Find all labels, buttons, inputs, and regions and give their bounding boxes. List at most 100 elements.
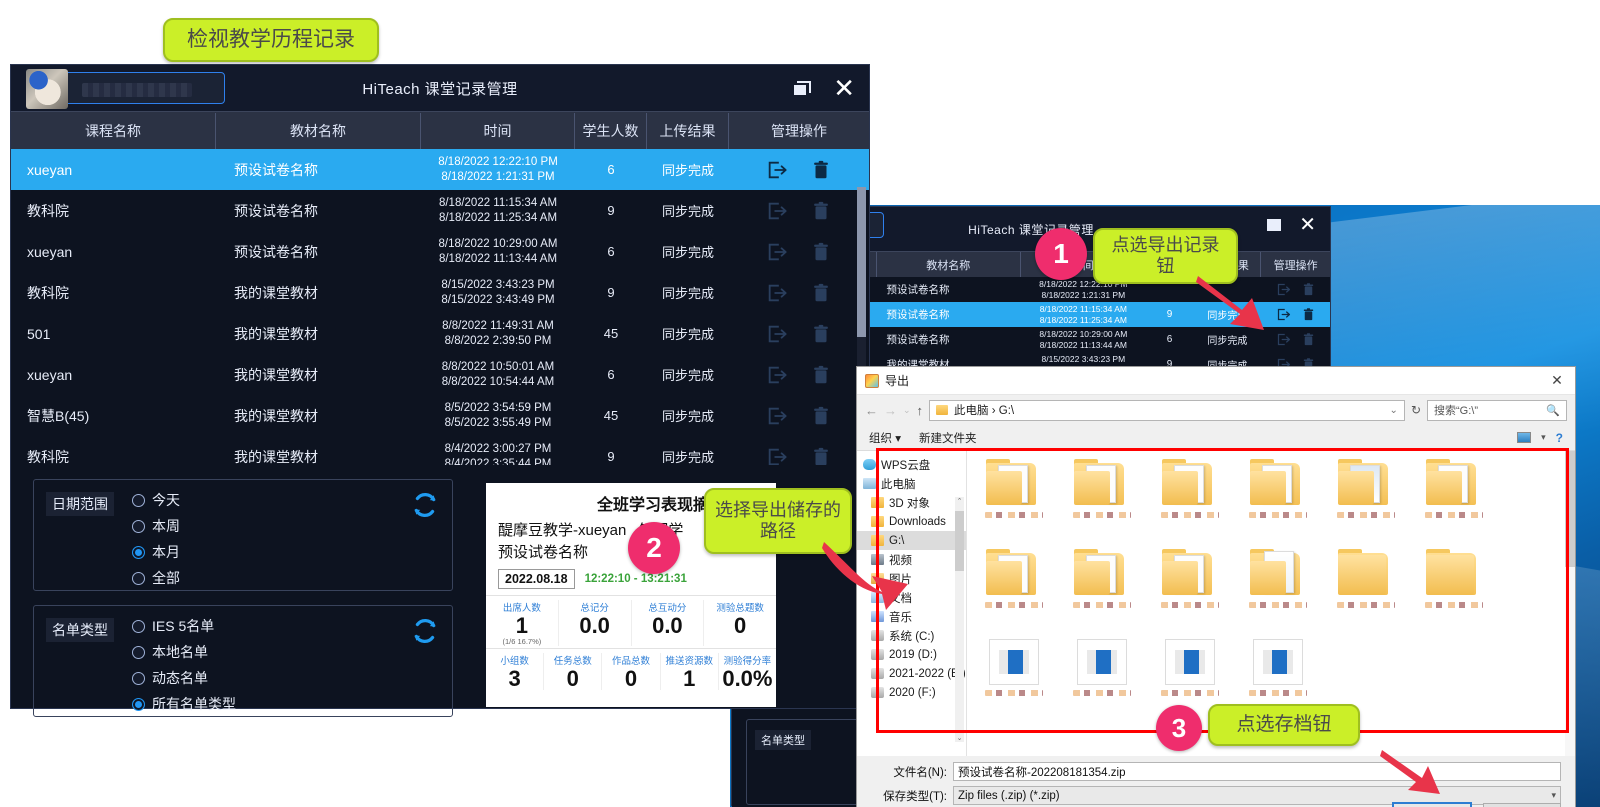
column-header[interactable]: 教材名称: [216, 112, 421, 149]
radio-option[interactable]: 今天: [132, 490, 180, 510]
column-header[interactable]: 时间: [421, 112, 575, 149]
radio-dot[interactable]: [132, 697, 145, 711]
delete-icon[interactable]: [810, 405, 832, 427]
radio-dot[interactable]: [132, 545, 145, 559]
export-icon[interactable]: [766, 446, 788, 468]
delete-icon[interactable]: [810, 323, 832, 345]
sidebar-item[interactable]: 2020 (F:): [857, 683, 966, 702]
sidebar-item[interactable]: 2021-2022 (E:): [857, 664, 966, 683]
radio-option[interactable]: IES 5名单: [132, 616, 236, 636]
table-scrollbar[interactable]: [857, 187, 866, 507]
radio-option[interactable]: 本周: [132, 516, 180, 536]
delete-icon[interactable]: [1301, 332, 1316, 347]
delete-icon[interactable]: [810, 446, 832, 468]
radio-option[interactable]: 全部: [132, 568, 180, 588]
export-icon[interactable]: [766, 405, 788, 427]
export-icon[interactable]: [1276, 307, 1291, 322]
file-item[interactable]: [1241, 639, 1315, 725]
sidebar-item[interactable]: WPS云盘: [857, 455, 966, 474]
export-icon[interactable]: [766, 200, 788, 222]
sidebar-item[interactable]: 3D 对象: [857, 493, 966, 512]
chevron-down-icon[interactable]: ▾: [1541, 432, 1546, 442]
column-header[interactable]: 管理操作: [1273, 260, 1318, 272]
file-item[interactable]: [1417, 549, 1491, 635]
delete-icon[interactable]: [1301, 282, 1316, 297]
file-item[interactable]: [1329, 549, 1403, 635]
export-icon[interactable]: [766, 241, 788, 263]
file-item[interactable]: [1241, 549, 1315, 635]
export-icon[interactable]: [766, 159, 788, 181]
file-item[interactable]: [1065, 549, 1139, 635]
radio-option[interactable]: 本月: [132, 542, 180, 562]
sidebar-item[interactable]: Downloads: [857, 512, 966, 531]
radio-dot[interactable]: [132, 645, 145, 659]
radio-dot[interactable]: [132, 571, 145, 585]
delete-icon[interactable]: [810, 282, 832, 304]
file-item[interactable]: [977, 459, 1051, 545]
cancel-button[interactable]: 取消: [1483, 803, 1561, 807]
close-icon[interactable]: ✕: [1551, 372, 1563, 388]
cell-actions[interactable]: [729, 323, 869, 345]
chevron-down-icon[interactable]: ⌄: [1389, 404, 1398, 416]
delete-icon[interactable]: [810, 241, 832, 263]
radio-option[interactable]: 所有名单类型: [132, 694, 236, 714]
table-row[interactable]: xueyan 我的课堂教材 8/8/2022 10:50:01 AM 8/8/2022…: [11, 354, 869, 395]
arrow-right-icon[interactable]: →: [884, 402, 897, 418]
cell-actions[interactable]: [729, 159, 869, 181]
delete-icon[interactable]: [810, 200, 832, 222]
file-item[interactable]: [977, 549, 1051, 635]
export-icon[interactable]: [1276, 332, 1291, 347]
export-icon[interactable]: [766, 323, 788, 345]
file-item[interactable]: [1153, 459, 1227, 545]
table-row[interactable]: 501 我的课堂教材 8/8/2022 11:49:31 AM 8/8/2022 2:…: [11, 313, 869, 354]
avatar-box-main[interactable]: [26, 69, 225, 109]
cell-actions[interactable]: [729, 282, 869, 304]
filetype-select[interactable]: Zip files (.zip) (*.zip) ▾: [953, 786, 1561, 805]
new-folder-button[interactable]: 新建文件夹: [918, 432, 977, 445]
sidebar-item[interactable]: 此电脑: [857, 474, 966, 493]
help-icon[interactable]: ?: [1555, 430, 1563, 445]
filename-input[interactable]: 预设试卷名称-202208181354.zip: [953, 762, 1561, 781]
cell-actions[interactable]: [729, 405, 869, 427]
arrow-up-icon[interactable]: ↑: [916, 402, 924, 418]
chevron-down-icon[interactable]: ▾: [1551, 790, 1556, 800]
table-row[interactable]: 智慧B(45) 我的课堂教材 8/5/2022 3:54:59 PM 8/5/2022…: [11, 395, 869, 436]
sidebar-item[interactable]: 系统 (C:): [857, 626, 966, 645]
column-header[interactable]: 课程名称: [11, 112, 216, 149]
refresh-icon[interactable]: [412, 618, 438, 644]
organize-menu[interactable]: 组织 ▾: [869, 432, 901, 445]
view-layout-icon[interactable]: [1517, 432, 1532, 443]
radio-dot[interactable]: [132, 519, 145, 533]
export-icon[interactable]: [1276, 282, 1291, 297]
radio-dot[interactable]: [132, 619, 145, 633]
files-scrollbar[interactable]: [1565, 451, 1575, 756]
column-header[interactable]: 管理操作: [771, 122, 827, 139]
cell-actions[interactable]: [729, 200, 869, 222]
cell-actions[interactable]: [729, 241, 869, 263]
file-item[interactable]: [1241, 459, 1315, 545]
refresh-icon[interactable]: ↻: [1410, 403, 1421, 417]
sidebar-scrollbar[interactable]: ⌃ ⌄: [955, 497, 964, 742]
file-item[interactable]: [1417, 459, 1491, 545]
cell-actions[interactable]: [1261, 307, 1330, 322]
cell-actions[interactable]: [729, 364, 869, 386]
save-button[interactable]: 保存(S): [1393, 803, 1471, 807]
cell-actions[interactable]: [1261, 332, 1330, 347]
radio-option[interactable]: 本地名单: [132, 642, 236, 662]
column-header[interactable]: 上传结果: [647, 112, 729, 149]
file-item[interactable]: [1153, 549, 1227, 635]
arrow-left-icon[interactable]: ←: [865, 402, 878, 418]
cell-actions[interactable]: [1261, 282, 1330, 297]
refresh-icon[interactable]: [412, 492, 438, 518]
history-dropdown-icon[interactable]: ⌄: [903, 404, 911, 415]
export-icon[interactable]: [766, 364, 788, 386]
close-icon[interactable]: ✕: [1299, 214, 1316, 236]
cell-actions[interactable]: [729, 446, 869, 468]
export-icon[interactable]: [766, 282, 788, 304]
file-item[interactable]: [1065, 639, 1139, 725]
file-item[interactable]: [977, 639, 1051, 725]
restore-icon[interactable]: [794, 81, 812, 95]
